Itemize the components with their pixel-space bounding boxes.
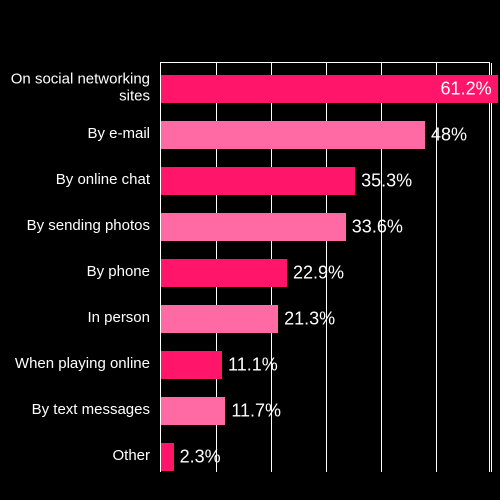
category-label: By text messages bbox=[0, 402, 150, 419]
bar-row: 11.7% bbox=[161, 397, 225, 425]
category-label: By online chat bbox=[0, 172, 150, 189]
category-label: When playing online bbox=[0, 356, 150, 373]
bar-row: 11.1% bbox=[161, 351, 222, 379]
bar bbox=[161, 167, 355, 195]
gridline bbox=[491, 63, 492, 472]
bar bbox=[161, 259, 287, 287]
bar-row: 33.6% bbox=[161, 213, 346, 241]
bar-value-label: 35.3% bbox=[361, 171, 412, 192]
bar-value-label: 61.2% bbox=[441, 79, 492, 100]
bar bbox=[161, 443, 174, 471]
category-label: By phone bbox=[0, 264, 150, 281]
category-label: Other bbox=[0, 448, 150, 465]
bar-row: 35.3% bbox=[161, 167, 355, 195]
bar-value-label: 11.7% bbox=[231, 401, 281, 422]
chart-plot-area: 61.2%48%35.3%33.6%22.9%21.3%11.1%11.7%2.… bbox=[160, 62, 490, 472]
category-label: By sending photos bbox=[0, 218, 150, 235]
bar-row: 2.3% bbox=[161, 443, 174, 471]
bar bbox=[161, 351, 222, 379]
bar-value-label: 2.3% bbox=[180, 447, 221, 468]
bar-row: 61.2% bbox=[161, 75, 498, 103]
bar-row: 22.9% bbox=[161, 259, 287, 287]
bar-value-label: 22.9% bbox=[293, 263, 344, 284]
bar-value-label: 48% bbox=[431, 125, 467, 146]
category-label: On social networking sites bbox=[0, 72, 150, 105]
bar bbox=[161, 397, 225, 425]
category-label: By e-mail bbox=[0, 126, 150, 143]
bar-value-label: 33.6% bbox=[352, 217, 403, 238]
bar-row: 48% bbox=[161, 121, 425, 149]
bar-row: 21.3% bbox=[161, 305, 278, 333]
category-label: In person bbox=[0, 310, 150, 327]
bar-value-label: 21.3% bbox=[284, 309, 335, 330]
bar bbox=[161, 305, 278, 333]
bar bbox=[161, 121, 425, 149]
y-axis-labels: On social networking sites By e-mail By on… bbox=[0, 62, 155, 472]
bar bbox=[161, 213, 346, 241]
bar-value-label: 11.1% bbox=[228, 355, 278, 376]
